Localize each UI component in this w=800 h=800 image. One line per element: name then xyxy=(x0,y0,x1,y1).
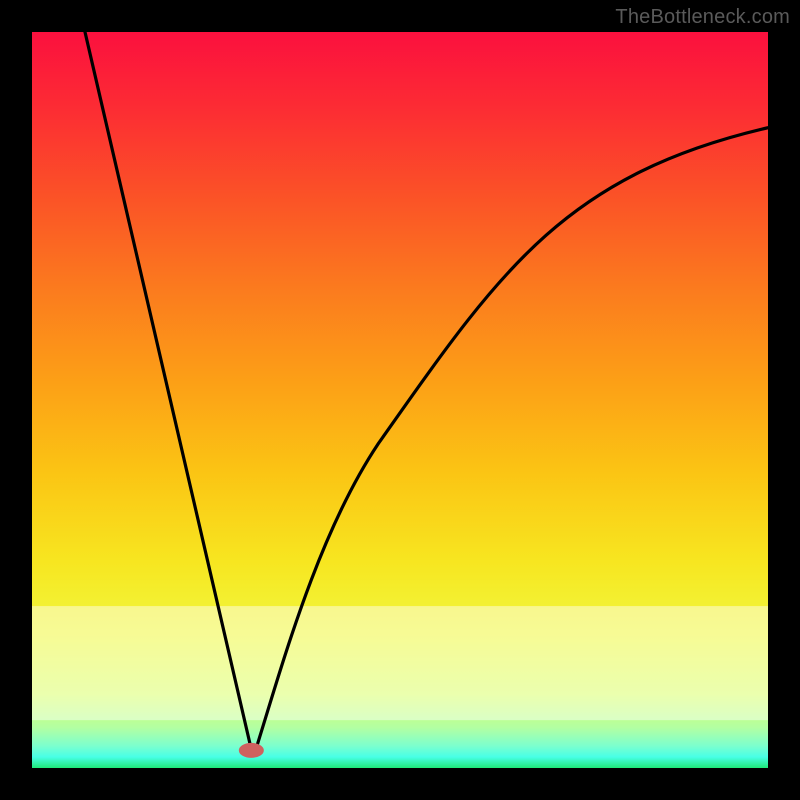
optimal-marker xyxy=(239,743,263,757)
bottleneck-chart xyxy=(32,32,768,768)
highlight-band xyxy=(32,606,768,720)
watermark-text: TheBottleneck.com xyxy=(615,6,790,29)
chart-svg xyxy=(32,32,768,768)
